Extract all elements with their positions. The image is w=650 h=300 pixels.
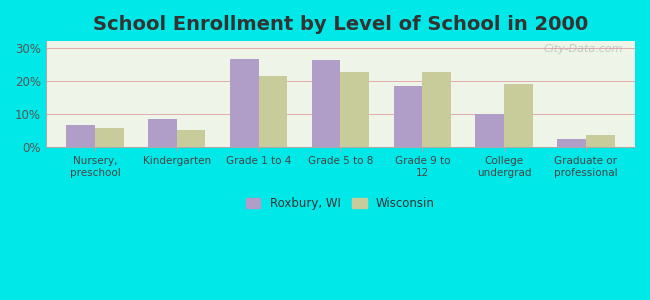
Bar [66,125,95,147]
Bar [177,130,205,147]
Bar [148,119,177,147]
Bar [95,128,124,147]
Bar [394,86,422,147]
Bar [557,139,586,147]
Title: School Enrollment by Level of School in 2000: School Enrollment by Level of School in … [93,15,588,34]
Bar [259,76,287,147]
Bar [422,72,451,147]
Bar [475,114,504,147]
Bar [341,72,369,147]
Bar [586,135,614,147]
Bar [504,84,533,147]
Text: City-Data.com: City-Data.com [543,44,623,54]
Bar [230,59,259,147]
Legend: Roxbury, WI, Wisconsin: Roxbury, WI, Wisconsin [242,194,438,214]
Bar [312,60,341,147]
